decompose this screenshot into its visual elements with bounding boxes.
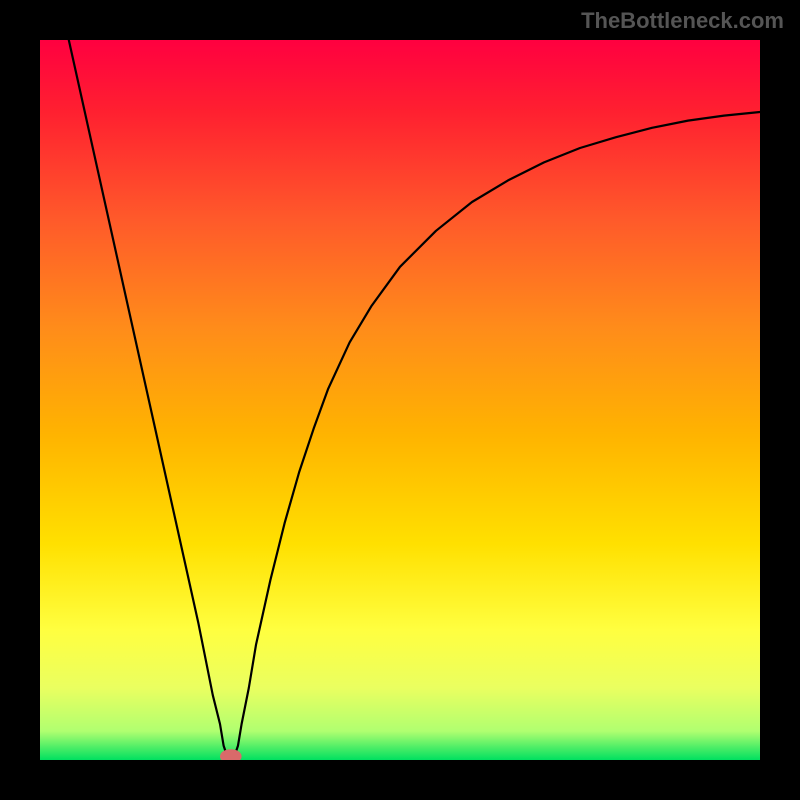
watermark-text: TheBottleneck.com xyxy=(581,8,784,34)
chart-container: TheBottleneck.com xyxy=(0,0,800,800)
plot-area xyxy=(40,40,760,760)
plot-svg xyxy=(40,40,760,760)
